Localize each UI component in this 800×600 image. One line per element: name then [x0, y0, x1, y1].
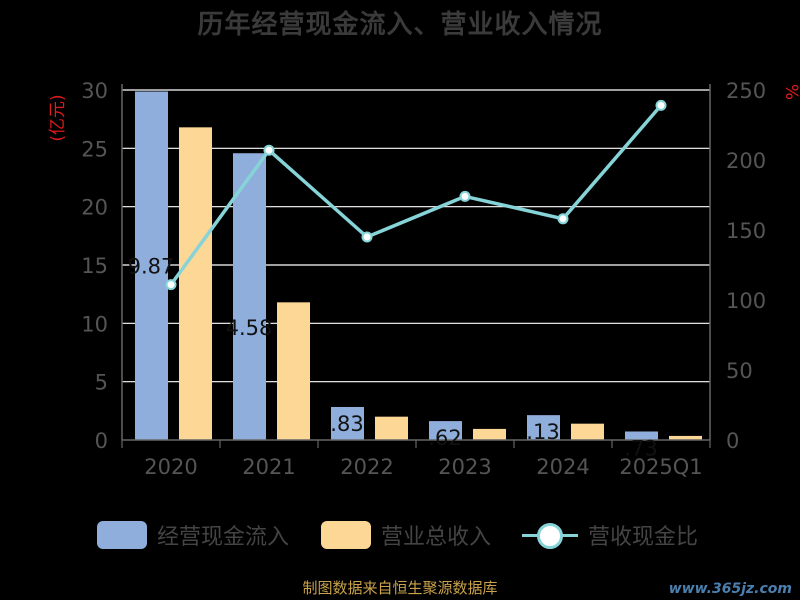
x-tick-label: 2025Q1	[619, 455, 702, 479]
left-tick-label: 5	[95, 371, 108, 395]
right-tick-label: 50	[726, 359, 753, 383]
ratio-point	[263, 144, 275, 156]
watermark: www.365jz.com	[668, 581, 792, 597]
right-tick-label: 200	[726, 149, 766, 173]
legend-label-ratio: 营收现金比	[588, 525, 699, 550]
chart-title: 历年经营现金流入、营业收入情况	[197, 10, 603, 40]
ratio-line	[169, 104, 663, 286]
x-tick-label: 2024	[536, 455, 589, 479]
bar-cash-inflow	[233, 153, 266, 440]
x-tick-label: 2021	[242, 455, 295, 479]
bar-data-label: .62	[428, 426, 461, 450]
bar-data-label: .13	[526, 420, 559, 444]
x-tick-label: 2023	[438, 455, 491, 479]
ratio-point	[361, 231, 373, 243]
bar-revenue	[571, 423, 604, 440]
bar-cash-inflow	[527, 415, 560, 440]
x-tick-label: 2020	[144, 455, 197, 479]
bar-cash-inflow	[135, 91, 168, 441]
legend-item-revenue[interactable]: 营业总收入	[321, 517, 491, 553]
right-axis-unit: %	[781, 84, 800, 100]
bar-data-label: .83	[330, 412, 363, 436]
bar-cash-inflow	[331, 406, 364, 440]
ratio-point	[557, 213, 569, 225]
bar-revenue	[277, 302, 310, 440]
legend-label-revenue: 营业总收入	[381, 525, 492, 550]
legend-swatch-revenue	[321, 521, 371, 549]
source-note: 制图数据来自恒生聚源数据库	[302, 579, 498, 597]
right-tick-label: 150	[726, 219, 766, 243]
bar-revenue	[179, 127, 212, 440]
bar-data-label: 4.58	[226, 316, 273, 340]
right-tick-label: 100	[726, 289, 766, 313]
x-tick-label: 2022	[340, 455, 393, 479]
left-tick-label: 15	[81, 254, 108, 278]
left-tick-label: 20	[81, 196, 108, 220]
bar-cash-inflow	[625, 431, 658, 440]
ratio-point	[655, 99, 667, 111]
legend-swatch-cash-inflow	[97, 521, 147, 549]
left-tick-label: 30	[81, 79, 108, 103]
left-tick-label: 0	[95, 429, 108, 453]
legend-item-cash-inflow[interactable]: 经营现金流入	[97, 517, 289, 553]
bar-data-label: 9.87	[128, 255, 175, 279]
legend-line-marker-icon	[522, 521, 578, 549]
left-axis-unit: (亿元)	[48, 94, 68, 141]
left-tick-label: 25	[81, 137, 108, 161]
right-tick-label: 0	[726, 429, 739, 453]
ratio-point	[459, 190, 471, 202]
legend-label-cash-inflow: 经营现金流入	[157, 525, 290, 550]
bar-revenue	[473, 428, 506, 440]
legend: 经营现金流入 营业总收入 营收现金比	[0, 517, 800, 553]
bar-data-label: .73	[624, 436, 657, 460]
right-tick-label: 250	[726, 79, 766, 103]
bar-revenue	[375, 416, 408, 440]
bar-revenue	[669, 435, 702, 440]
legend-item-ratio[interactable]: 营收现金比	[522, 517, 698, 553]
bar-cash-inflow	[429, 421, 462, 440]
ratio-point	[165, 279, 177, 291]
left-tick-label: 10	[81, 312, 108, 336]
